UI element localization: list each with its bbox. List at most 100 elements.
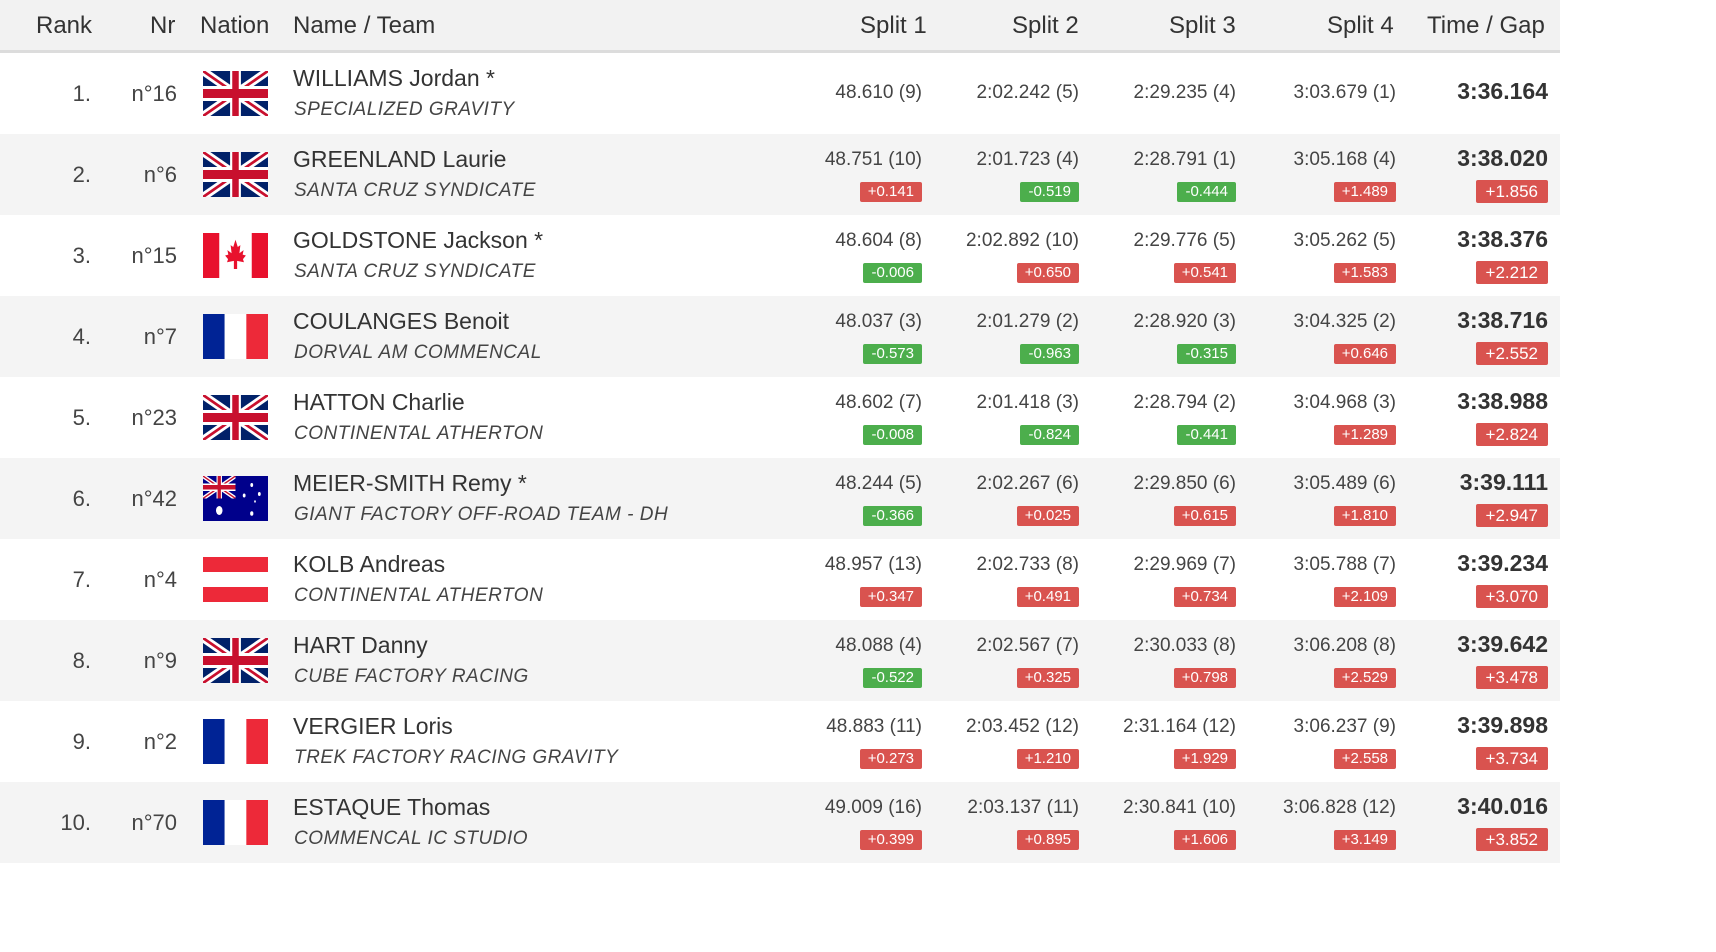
split-1-delta-badge: -0.522 [863, 668, 922, 688]
rider-name[interactable]: COULANGES Benoit [293, 308, 510, 334]
rider-name[interactable]: WILLIAMS Jordan * [293, 65, 495, 91]
table-row[interactable]: 7. n°4 KOLB Andreas CONTINENTAL ATHERTON 48.… [0, 539, 1560, 620]
split-1-time: 48.751 (10) [824, 149, 922, 170]
split-4-time: 3:03.679 (1) [1293, 82, 1396, 103]
gb-flag [203, 638, 268, 683]
gap-badge: +2.824 [1475, 423, 1548, 446]
split-2-time: 2:02.242 (5) [976, 82, 1079, 103]
rider-name[interactable]: ESTAQUE Thomas [293, 794, 491, 820]
total-time: 3:38.020 [1457, 145, 1548, 171]
split-2-time: 2:02.892 (10) [965, 230, 1079, 251]
split-2-time: 2:02.267 (6) [976, 473, 1079, 494]
rider-name[interactable]: GOLDSTONE Jackson * [293, 227, 544, 253]
total-time: 3:38.716 [1457, 307, 1548, 333]
split-3-time: 2:29.969 (7) [1133, 554, 1236, 575]
gap-badge: +3.852 [1475, 828, 1548, 851]
header-nr[interactable]: Nr [150, 12, 176, 39]
header-nation[interactable]: Nation [200, 12, 270, 39]
header-split2[interactable]: Split 2 [1012, 12, 1079, 39]
split-3-time: 2:28.920 (3) [1133, 311, 1236, 332]
header-name-team[interactable]: Name / Team [293, 12, 436, 39]
rider-name[interactable]: HART Danny [293, 632, 428, 658]
bib-number: n°2 [143, 729, 177, 754]
ca-flag [203, 233, 268, 278]
fr-flag [203, 800, 268, 845]
total-time: 3:39.642 [1457, 631, 1548, 657]
split-1-time: 49.009 (16) [824, 797, 922, 818]
split-4-time: 3:05.262 (5) [1293, 230, 1396, 251]
header-rank[interactable]: Rank [36, 12, 93, 39]
rank-value: 9. [72, 729, 91, 754]
rider-name[interactable]: GREENLAND Laurie [293, 146, 507, 172]
total-time: 3:39.898 [1457, 712, 1548, 738]
split-1-time: 48.037 (3) [835, 311, 922, 332]
team-name: CONTINENTAL ATHERTON [294, 585, 544, 606]
bib-number: n°23 [131, 405, 177, 430]
split-4-time: 3:06.828 (12) [1282, 797, 1396, 818]
table-row[interactable]: 9. n°2 VERGIER Loris TREK FACTORY RACING GR… [0, 701, 1560, 782]
header-split1[interactable]: Split 1 [860, 12, 927, 39]
table-row[interactable]: 5. n°23 HATTON Charlie CONTINENTAL ATHERTON… [0, 377, 1560, 458]
gap-badge: +2.947 [1475, 504, 1548, 527]
split-4-delta-badge: +2.558 [1333, 749, 1396, 769]
header-time-gap[interactable]: Time / Gap [1427, 12, 1545, 39]
total-time: 3:36.164 [1457, 78, 1548, 104]
split-3-delta-badge: +0.734 [1173, 587, 1236, 607]
team-name: COMMENCAL IC STUDIO [294, 828, 529, 849]
table-row[interactable]: 2. n°6 GREENLAND Laurie SANTA CRUZ SYNDICAT… [0, 134, 1560, 215]
split-3-time: 2:29.850 (6) [1133, 473, 1236, 494]
rider-name[interactable]: HATTON Charlie [293, 389, 465, 415]
table-row[interactable]: 4. n°7 COULANGES Benoit DORVAL AM COMMENCAL… [0, 296, 1560, 377]
split-2-time: 2:01.418 (3) [976, 392, 1079, 413]
split-3-delta-badge: +0.615 [1173, 506, 1236, 526]
fr-flag [203, 314, 268, 359]
split-3-delta-badge: -0.441 [1177, 425, 1236, 445]
rank-value: 2. [72, 162, 91, 187]
table-row[interactable]: 1. n°16 WILLIAMS Jordan * SPECIALIZED GRAVI… [0, 53, 1560, 134]
gap-badge: +2.552 [1475, 342, 1548, 365]
rider-name[interactable]: VERGIER Loris [293, 713, 453, 739]
rank-value: 6. [72, 486, 91, 511]
split-4-time: 3:04.968 (3) [1293, 392, 1396, 413]
total-time: 3:40.016 [1457, 793, 1548, 819]
split-3-delta-badge: -0.315 [1177, 344, 1236, 364]
split-1-time: 48.610 (9) [835, 82, 922, 103]
gap-badge: +3.478 [1475, 666, 1548, 689]
total-time: 3:39.111 [1459, 469, 1548, 495]
header-split3[interactable]: Split 3 [1169, 12, 1236, 39]
split-3-time: 2:28.791 (1) [1133, 149, 1236, 170]
rank-value: 5. [72, 405, 91, 430]
split-4-time: 3:05.788 (7) [1293, 554, 1396, 575]
split-2-time: 2:01.723 (4) [976, 149, 1079, 170]
split-4-delta-badge: +1.489 [1333, 182, 1396, 202]
rider-name[interactable]: MEIER-SMITH Remy * [293, 470, 527, 496]
gap-badge: +2.212 [1475, 261, 1548, 284]
table-row[interactable]: 8. n°9 HART Danny CUBE FACTORY RACING 48.088… [0, 620, 1560, 701]
gap-badge: +1.856 [1475, 180, 1548, 203]
team-name: SANTA CRUZ SYNDICATE [294, 261, 536, 282]
split-4-delta-badge: +3.149 [1333, 830, 1396, 850]
split-2-delta-badge: +0.895 [1016, 830, 1079, 850]
split-3-time: 2:30.033 (8) [1133, 635, 1236, 656]
total-time: 3:39.234 [1457, 550, 1548, 576]
split-3-delta-badge: +1.606 [1173, 830, 1236, 850]
header-split4[interactable]: Split 4 [1327, 12, 1394, 39]
rider-name[interactable]: KOLB Andreas [293, 551, 446, 577]
split-2-time: 2:02.567 (7) [976, 635, 1079, 656]
split-1-time: 48.604 (8) [835, 230, 922, 251]
split-2-delta-badge: -0.824 [1020, 425, 1079, 445]
split-4-delta-badge: +2.529 [1333, 668, 1396, 688]
table-row[interactable]: 10. n°70 ESTAQUE Thomas COMMENCAL IC STUDIO… [0, 782, 1560, 863]
table-row[interactable]: 6. n°42 MEIER-SMITH Remy * GIANT FACTORY OF… [0, 458, 1560, 539]
table-row[interactable]: 3. n°15 GOLDSTONE Jackson * SANTA CRUZ SYND… [0, 215, 1560, 296]
team-name: CUBE FACTORY RACING [294, 666, 529, 687]
split-2-delta-badge: -0.519 [1020, 182, 1079, 202]
split-4-delta-badge: +0.646 [1333, 344, 1396, 364]
gb-flag [203, 395, 268, 440]
team-name: SANTA CRUZ SYNDICATE [294, 180, 536, 201]
team-name: CONTINENTAL ATHERTON [294, 423, 544, 444]
split-1-delta-badge: +0.347 [859, 587, 922, 607]
gb-flag [203, 71, 268, 116]
split-3-delta-badge: +0.798 [1173, 668, 1236, 688]
bib-number: n°7 [143, 324, 177, 349]
